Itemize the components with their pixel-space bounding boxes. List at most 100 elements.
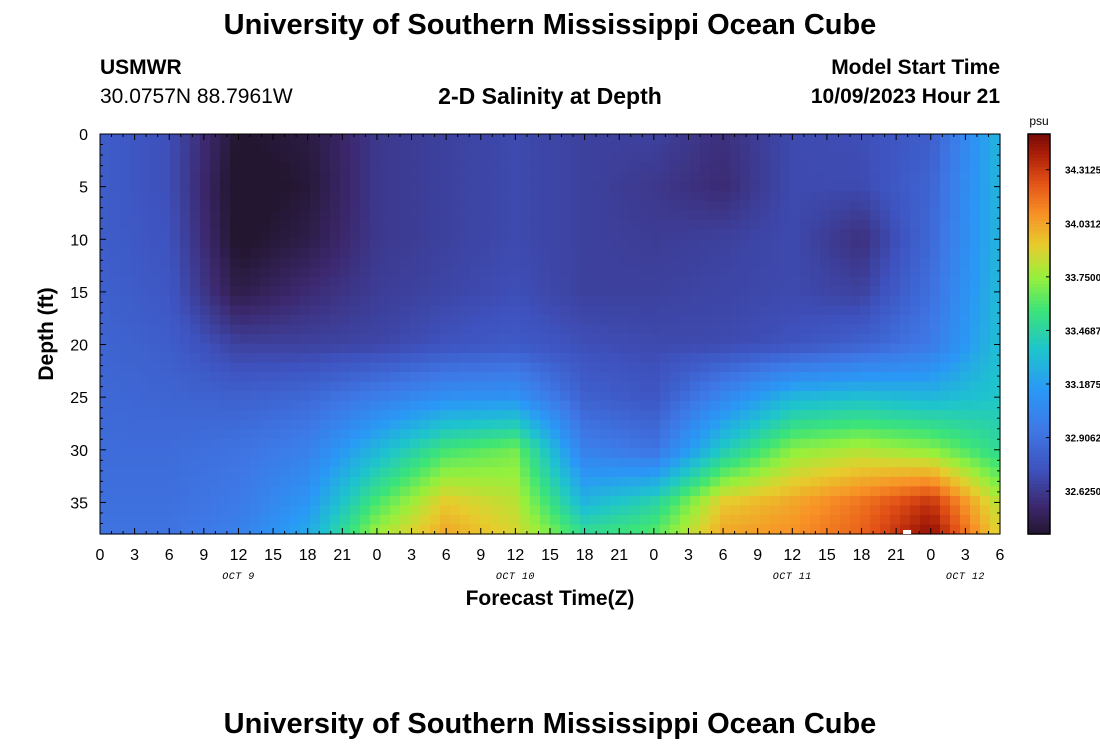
heatmap-cell	[350, 400, 361, 411]
heatmap-cell	[110, 486, 121, 497]
heatmap-cell	[710, 210, 721, 221]
heatmap-cell	[870, 448, 881, 459]
heatmap-cell	[740, 353, 751, 364]
heatmap-cell	[270, 410, 281, 421]
heatmap-cell	[770, 172, 781, 183]
heatmap-cell	[680, 495, 691, 507]
heatmap-cell	[430, 286, 441, 297]
heatmap-cell	[830, 162, 841, 173]
heatmap-cell	[130, 476, 141, 487]
colorbar-label: 34.0312	[1065, 219, 1100, 230]
heatmap-cell	[930, 524, 941, 535]
heatmap-cell	[450, 267, 461, 278]
heatmap-cell	[510, 210, 521, 221]
heatmap-cell	[830, 286, 841, 297]
heatmap-cell	[970, 486, 981, 497]
heatmap-cell	[340, 353, 351, 364]
heatmap-cell	[640, 524, 651, 535]
heatmap-cell	[570, 200, 581, 211]
heatmap-cell	[980, 162, 991, 173]
heatmap-cell	[550, 457, 561, 468]
heatmap-cell	[700, 153, 711, 164]
heatmap-cell	[460, 153, 471, 164]
heatmap-cell	[620, 410, 631, 421]
heatmap-cell	[170, 153, 181, 164]
heatmap-cell	[420, 219, 431, 230]
heatmap-cell	[240, 467, 251, 478]
heatmap-cell	[550, 267, 561, 278]
heatmap-cell	[910, 143, 921, 154]
heatmap-cell	[620, 286, 631, 297]
heatmap-cell	[660, 457, 671, 468]
heatmap-cell	[400, 486, 411, 497]
heatmap-cell	[980, 514, 991, 526]
heatmap-cell	[800, 438, 811, 449]
heatmap-cell	[840, 229, 851, 240]
heatmap-cell	[130, 362, 141, 373]
heatmap-cell	[600, 324, 611, 335]
heatmap-cell	[570, 438, 581, 449]
heatmap-cell	[220, 229, 231, 240]
heatmap-cell	[920, 429, 931, 440]
heatmap-cell	[310, 267, 321, 278]
heatmap-cell	[530, 419, 541, 430]
heatmap-cell	[890, 295, 901, 307]
heatmap-cell	[270, 438, 281, 449]
heatmap-cell	[930, 286, 941, 297]
heatmap-cell	[440, 324, 451, 335]
heatmap-cell	[540, 267, 551, 278]
heatmap-cell	[280, 200, 291, 211]
heatmap-cell	[660, 314, 671, 326]
heatmap-cell	[690, 314, 701, 326]
heatmap-cell	[890, 495, 901, 507]
heatmap-cell	[320, 210, 331, 221]
heatmap-cell	[430, 238, 441, 249]
heatmap-cell	[560, 495, 571, 507]
heatmap-cell	[940, 476, 951, 487]
heatmap-cell	[190, 181, 201, 192]
heatmap-cell	[780, 134, 791, 145]
heatmap-cell	[460, 134, 471, 145]
heatmap-cell	[790, 162, 801, 173]
heatmap-cell	[140, 286, 151, 297]
heatmap-cell	[340, 334, 351, 345]
heatmap-cell	[980, 248, 991, 259]
heatmap-cell	[400, 495, 411, 507]
heatmap-cell	[700, 324, 711, 335]
heatmap-cell	[530, 267, 541, 278]
heatmap-cell	[830, 438, 841, 449]
heatmap-cell	[890, 276, 901, 287]
heatmap-cell	[620, 172, 631, 183]
heatmap-cell	[290, 286, 301, 297]
heatmap-cell	[790, 429, 801, 440]
heatmap-cell	[670, 324, 681, 335]
heatmap-cell	[370, 229, 381, 240]
heatmap-cell	[690, 286, 701, 297]
heatmap-cell	[660, 295, 671, 307]
heatmap-cell	[810, 153, 821, 164]
heatmap-cell	[650, 134, 661, 145]
heatmap-cell	[920, 467, 931, 478]
heatmap-cell	[110, 210, 121, 221]
heatmap-cell	[610, 438, 621, 449]
heatmap-cell	[210, 381, 221, 392]
heatmap-cell	[680, 334, 691, 345]
heatmap-cell	[820, 505, 831, 516]
heatmap-cell	[930, 295, 941, 307]
heatmap-cell	[260, 134, 271, 145]
heatmap-cell	[290, 381, 301, 392]
heatmap-cell	[650, 191, 661, 202]
heatmap-cell	[730, 362, 741, 373]
heatmap-cell	[230, 495, 241, 507]
heatmap-cell	[100, 162, 111, 173]
heatmap-cell	[980, 400, 991, 411]
heatmap-cell	[630, 448, 641, 459]
heatmap-cell	[920, 248, 931, 259]
heatmap-cell	[480, 248, 491, 259]
heatmap-cell	[970, 381, 981, 392]
heatmap-cell	[650, 153, 661, 164]
heatmap-cell	[210, 143, 221, 154]
heatmap-cell	[750, 486, 761, 497]
heatmap-cell	[660, 438, 671, 449]
heatmap-cell	[160, 505, 171, 516]
